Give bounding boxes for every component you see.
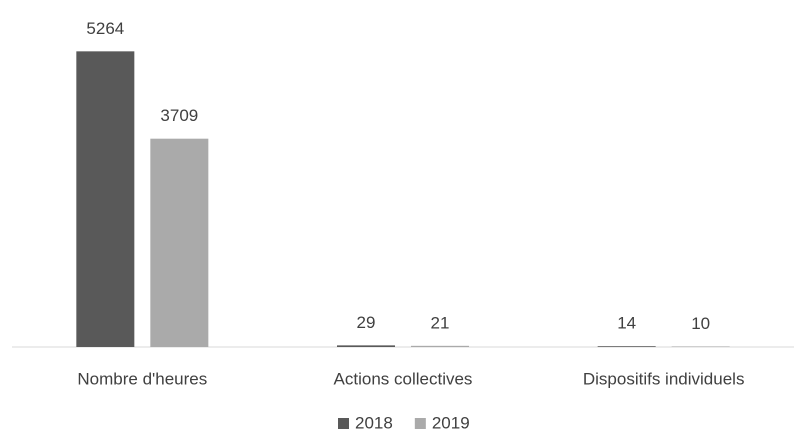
legend-label: 2018 — [355, 413, 393, 432]
legend-swatch — [414, 418, 426, 429]
data-label: 14 — [617, 314, 636, 333]
x-tick-label: Actions collectives — [334, 369, 473, 388]
bar — [150, 138, 209, 347]
legend-swatch — [338, 418, 349, 429]
data-label: 10 — [691, 314, 710, 333]
legend-label: 2019 — [432, 413, 470, 432]
data-label: 21 — [431, 313, 450, 332]
bar — [671, 346, 730, 347]
bar — [76, 51, 135, 348]
x-tick-label: Nombre d'heures — [77, 369, 207, 388]
data-label: 5264 — [86, 19, 124, 38]
bar — [597, 346, 656, 347]
bar — [337, 345, 395, 347]
data-label: 3709 — [160, 106, 198, 125]
x-tick-label: Dispositifs individuels — [583, 369, 745, 388]
bar — [411, 345, 469, 347]
data-label: 29 — [357, 313, 376, 332]
